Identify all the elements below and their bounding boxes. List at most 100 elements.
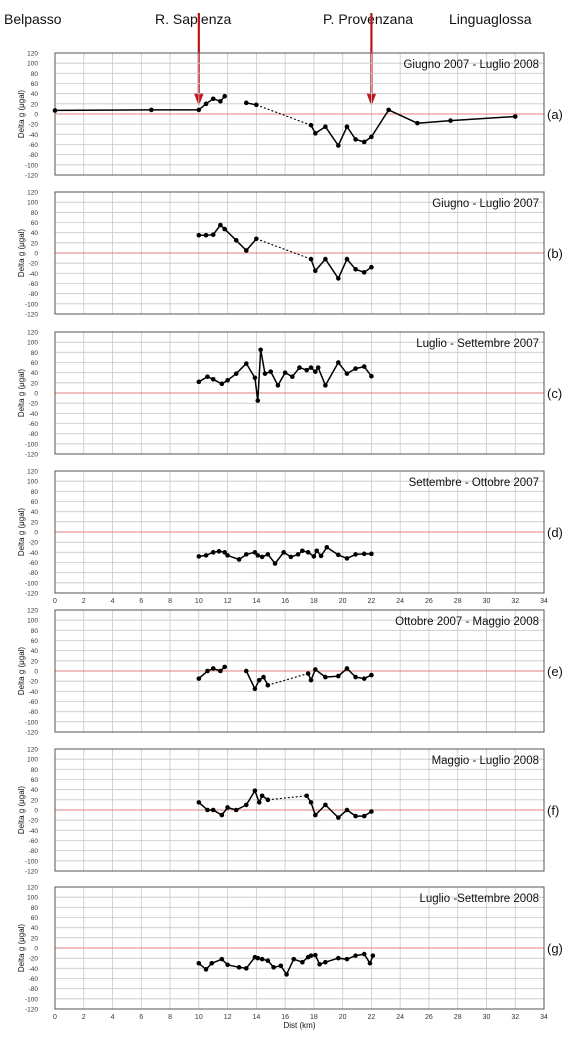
y-tick-label: -60: [29, 976, 39, 983]
data-point: [236, 557, 242, 562]
x-tick-label: 6: [139, 598, 143, 605]
x-tick-label: 16: [281, 598, 289, 605]
plot-frame: [54, 52, 545, 176]
data-point: [353, 813, 358, 819]
data-point: [222, 226, 228, 232]
x-tick-label: 28: [454, 1014, 462, 1021]
x-tick-label: 32: [511, 1014, 519, 1021]
data-point: [265, 682, 271, 688]
data-point: [219, 956, 225, 962]
data-point: [265, 552, 271, 557]
plot-frame: [54, 191, 545, 315]
data-point: [271, 965, 276, 970]
data-point: [323, 383, 328, 388]
y-tick-label: -20: [29, 679, 39, 686]
x-tick-label: 34: [540, 598, 548, 605]
y-tick-label: 60: [31, 499, 39, 506]
x-tick-label: 30: [483, 598, 491, 605]
data-point: [222, 664, 228, 670]
data-point: [323, 256, 328, 262]
data-point: [323, 674, 328, 680]
y-tick-label: 20: [31, 101, 39, 108]
data-point: [353, 953, 358, 958]
y-tick-label: -80: [29, 570, 39, 577]
data-point: [323, 124, 328, 130]
data-point: [308, 365, 314, 370]
chart-panel: -120-100-80-60-40-20020406080100120Delta…: [17, 190, 563, 319]
panel-label: (b): [547, 246, 563, 261]
x-tick-label: 0: [53, 1014, 57, 1021]
x-axis-label: Dist (km): [284, 1021, 316, 1030]
x-tick-label: 20: [339, 598, 347, 605]
y-axis-label: Delta g (μgal): [17, 90, 26, 139]
panel-label: (c): [547, 386, 562, 401]
data-point: [304, 793, 309, 799]
data-point: [209, 960, 215, 966]
x-tick-label: 22: [368, 598, 376, 605]
data-point: [300, 959, 305, 965]
y-tick-label: -20: [29, 261, 39, 268]
x-tick-label: 8: [168, 598, 172, 605]
y-tick-label: 100: [27, 757, 38, 764]
data-point: [258, 347, 263, 353]
x-tick-label: 6: [139, 1014, 143, 1021]
data-point: [196, 107, 202, 113]
y-tick-label: -100: [25, 996, 38, 1003]
data-point: [225, 553, 230, 558]
x-tick-label: 0: [53, 598, 57, 605]
data-point: [222, 93, 228, 99]
y-tick-label: 0: [34, 112, 38, 119]
data-point: [278, 963, 284, 969]
y-tick-label: 20: [31, 658, 39, 665]
y-tick-label: 20: [31, 380, 39, 387]
y-tick-label: 100: [27, 618, 38, 625]
data-point: [256, 800, 262, 805]
series-line: [310, 257, 372, 280]
data-point: [336, 815, 341, 820]
chart-panel: -120-100-80-60-40-20020406080100120Delta…: [17, 747, 559, 876]
data-point: [243, 248, 249, 253]
y-tick-label: 80: [31, 71, 39, 78]
data-point: [219, 812, 225, 818]
data-point: [361, 139, 367, 145]
data-point: [255, 553, 261, 558]
x-tick-label: 2: [82, 1014, 86, 1021]
y-tick-label: -40: [29, 411, 39, 418]
data-point: [216, 549, 222, 554]
panel-label: (a): [547, 107, 563, 122]
y-tick-label: -100: [25, 162, 38, 169]
y-tick-label: 40: [31, 509, 39, 516]
plot-frame: [54, 609, 545, 733]
chart-panel: -120-100-80-60-40-20020406080100120Delta…: [17, 608, 563, 737]
data-point: [323, 959, 328, 965]
y-tick-label: 80: [31, 767, 39, 774]
y-tick-label: 60: [31, 638, 39, 645]
data-point: [305, 671, 311, 676]
data-point: [314, 548, 320, 554]
data-point: [196, 232, 202, 238]
data-point: [196, 554, 202, 559]
data-point: [196, 800, 202, 805]
data-point: [361, 364, 367, 369]
data-point: [259, 554, 265, 560]
y-tick-label: 60: [31, 220, 39, 227]
y-tick-label: 40: [31, 648, 39, 655]
data-point: [259, 793, 265, 799]
y-tick-label: 100: [27, 61, 38, 68]
y-tick-label: -60: [29, 142, 39, 149]
data-point: [415, 120, 420, 126]
data-point: [218, 668, 223, 674]
data-point: [304, 367, 309, 373]
y-tick-label: 120: [27, 469, 38, 476]
data-point: [225, 377, 230, 383]
data-point: [196, 676, 202, 681]
chart-panel: -120-100-80-60-40-20020406080100120Delta…: [17, 469, 563, 606]
x-tick-label: 14: [252, 1014, 260, 1021]
y-tick-label: 0: [34, 946, 38, 953]
data-point: [353, 552, 358, 557]
data-point: [272, 561, 278, 566]
data-point: [210, 807, 216, 813]
data-point: [218, 222, 223, 228]
y-tick-label: -120: [25, 591, 38, 598]
